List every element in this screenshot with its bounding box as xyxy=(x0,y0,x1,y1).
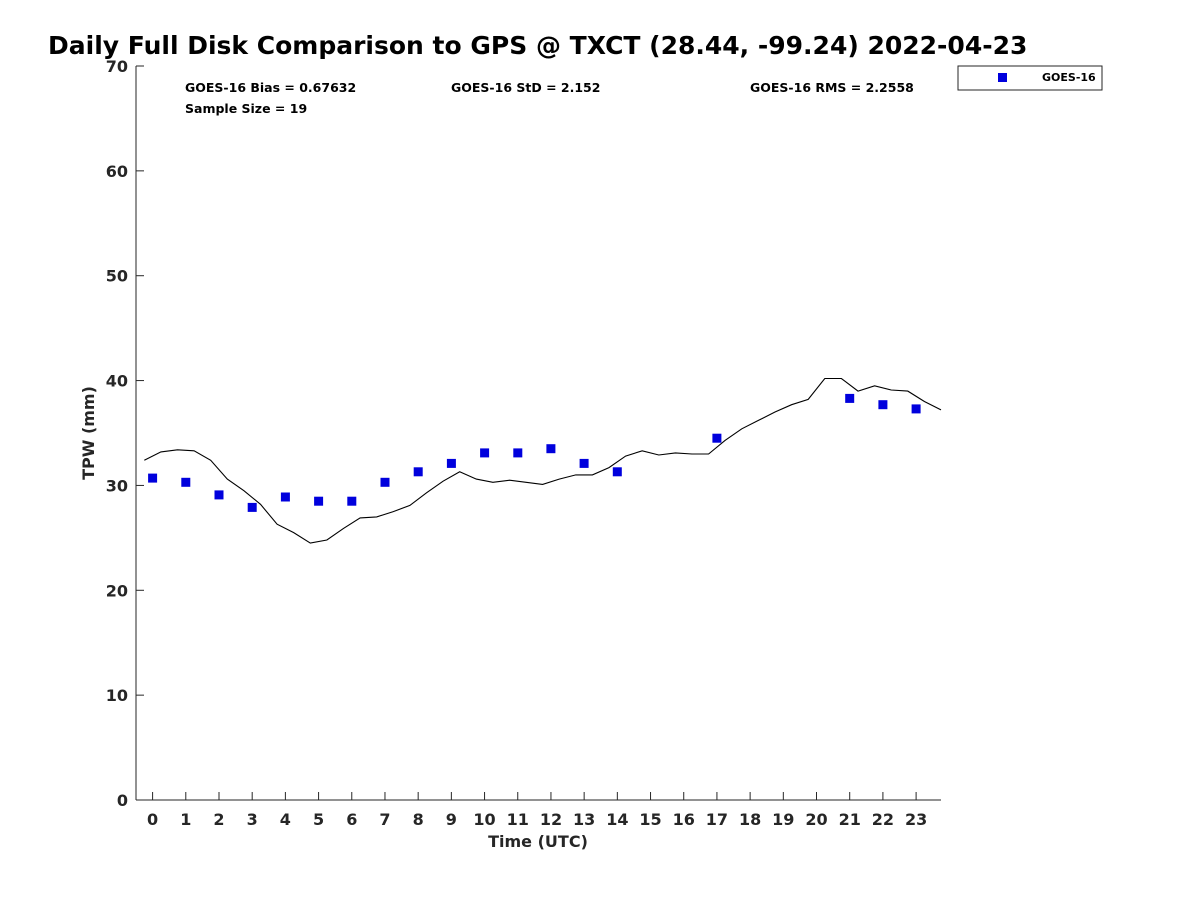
goes16-marker xyxy=(314,496,324,506)
x-tick-label: 2 xyxy=(213,810,224,829)
x-tick-label: 15 xyxy=(639,810,661,829)
gps-line xyxy=(144,377,942,544)
goes16-marker xyxy=(446,458,456,468)
y-tick-label: 0 xyxy=(117,791,128,810)
goes16-marker xyxy=(214,490,224,500)
legend-label-goes16: GOES-16 xyxy=(1042,71,1096,84)
x-tick-label: 0 xyxy=(147,810,158,829)
y-tick-label: 20 xyxy=(106,581,128,600)
x-tick-label: 12 xyxy=(540,810,562,829)
goes16-marker xyxy=(247,502,257,512)
x-tick-label: 21 xyxy=(839,810,861,829)
chart-title: Daily Full Disk Comparison to GPS @ TXCT… xyxy=(48,31,1027,60)
goes16-marker xyxy=(413,467,423,477)
x-tick-label: 11 xyxy=(507,810,529,829)
x-tick-label: 17 xyxy=(706,810,728,829)
stat-std: GOES-16 StD = 2.152 xyxy=(451,80,600,95)
stat-rms: GOES-16 RMS = 2.2558 xyxy=(750,80,914,95)
goes16-marker xyxy=(546,444,556,454)
legend-marker-goes16 xyxy=(998,73,1007,82)
y-ticks: 0 10 20 30 40 50 60 70 xyxy=(106,57,144,810)
y-tick-label: 30 xyxy=(106,476,128,495)
y-axis-label: TPW (mm) xyxy=(79,386,98,480)
goes16-marker xyxy=(347,496,357,506)
x-tick-label: 19 xyxy=(772,810,794,829)
x-tick-label: 13 xyxy=(573,810,595,829)
x-tick-label: 1 xyxy=(180,810,191,829)
goes16-marker xyxy=(712,433,722,443)
goes16-marker xyxy=(911,404,921,414)
x-tick-label: 8 xyxy=(413,810,424,829)
x-tick-label: 4 xyxy=(280,810,291,829)
goes16-marker xyxy=(480,448,490,458)
legend: GOES-16 xyxy=(957,65,1103,91)
x-tick-label: 10 xyxy=(473,810,495,829)
x-tick-label: 22 xyxy=(872,810,894,829)
y-tick-label: 70 xyxy=(106,57,128,76)
x-tick-label: 3 xyxy=(247,810,258,829)
goes16-marker xyxy=(612,467,622,477)
y-tick-label: 10 xyxy=(106,686,128,705)
x-tick-label: 14 xyxy=(606,810,628,829)
y-tick-label: 60 xyxy=(106,162,128,181)
x-tick-label: 9 xyxy=(446,810,457,829)
y-tick-label: 40 xyxy=(106,372,128,391)
x-tick-label: 5 xyxy=(313,810,324,829)
goes16-marker xyxy=(878,400,888,410)
legend-box xyxy=(957,65,1103,91)
goes16-marker xyxy=(845,393,855,403)
goes16-marker xyxy=(579,458,589,468)
x-tick-label: 7 xyxy=(379,810,390,829)
goes16-marker xyxy=(148,473,158,483)
x-tick-label: 23 xyxy=(905,810,927,829)
y-tick-label: 50 xyxy=(106,267,128,286)
goes16-marker xyxy=(380,477,390,487)
stat-bias: GOES-16 Bias = 0.67632 xyxy=(185,80,356,95)
goes16-marker xyxy=(513,448,523,458)
stat-sample-size: Sample Size = 19 xyxy=(185,101,307,116)
x-tick-label: 18 xyxy=(739,810,761,829)
x-tick-label: 6 xyxy=(346,810,357,829)
x-ticks: 0 1 2 3 4 5 6 7 8 9 10 11 12 13 14 15 16 17 18 19 20 21 22 23 xyxy=(147,792,927,829)
goes16-markers xyxy=(148,393,921,512)
x-axis-label: Time (UTC) xyxy=(488,832,588,851)
goes16-marker xyxy=(280,492,290,502)
goes16-marker xyxy=(181,477,191,487)
x-tick-label: 20 xyxy=(805,810,827,829)
x-tick-label: 16 xyxy=(673,810,695,829)
